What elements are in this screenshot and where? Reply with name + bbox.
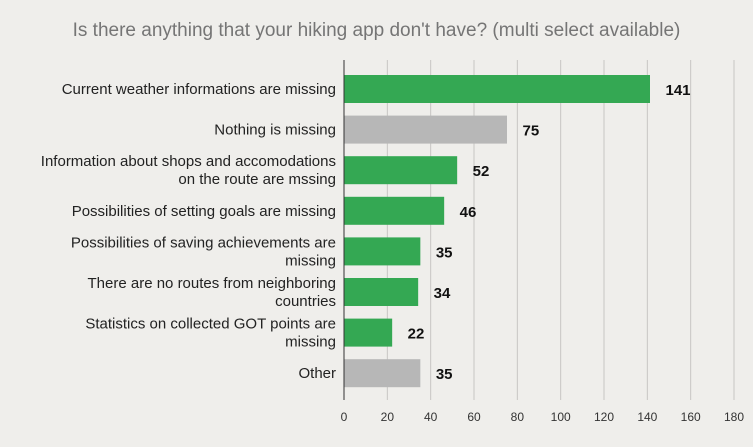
category-label: Nothing is missing	[214, 122, 336, 139]
x-tick-label: 60	[467, 410, 481, 424]
data-label: 35	[436, 244, 453, 261]
data-label: 46	[460, 204, 477, 221]
category-label-line: Possibilities of saving achievements are	[71, 234, 336, 251]
bar[interactable]	[345, 319, 393, 347]
data-label: 75	[523, 123, 540, 140]
category-label: Current weather informations are missing	[62, 81, 336, 98]
category-label-line: on the route are mssing	[178, 171, 336, 188]
category-label: There are no routes from neighboring coun…	[88, 275, 336, 310]
bar[interactable]	[345, 197, 445, 225]
category-label: Information about shops and accomodation…	[41, 153, 336, 188]
category-label-line: Statistics on collected GOT points are	[85, 316, 336, 333]
x-tick-label: 40	[424, 410, 438, 424]
category-label: Other	[298, 365, 336, 382]
category-label-line: Nothing is missing	[214, 122, 336, 139]
category-label-line: Other	[298, 365, 336, 382]
x-tick-label: 20	[381, 410, 395, 424]
bar[interactable]	[345, 156, 458, 184]
category-label: Possibilities of setting goals are missi…	[72, 203, 336, 220]
bar[interactable]	[345, 75, 651, 103]
gridlines	[387, 60, 734, 400]
x-tick-label: 140	[637, 410, 657, 424]
x-tick-label: 100	[551, 410, 571, 424]
category-label-line: missing	[285, 252, 336, 269]
bar[interactable]	[345, 237, 421, 265]
category-label-line: countries	[275, 293, 336, 310]
x-tick-label: 0	[341, 410, 348, 424]
bar[interactable]	[345, 116, 508, 144]
data-label: 22	[408, 326, 425, 343]
category-label-line: Current weather informations are missing	[62, 81, 336, 98]
category-label: Statistics on collected GOT points are mi…	[85, 316, 336, 351]
category-label-line: Possibilities of setting goals are missi…	[72, 203, 336, 220]
category-label-line: Information about shops and accomodation…	[41, 153, 336, 170]
data-label: 52	[473, 163, 490, 180]
data-label: 35	[436, 366, 453, 383]
x-tick-label: 120	[594, 410, 614, 424]
bar[interactable]	[345, 278, 419, 306]
x-tick-label: 180	[724, 410, 744, 424]
category-label-line: missing	[285, 334, 336, 351]
category-label: Possibilities of saving achievements are…	[71, 234, 336, 269]
x-tick-label: 160	[681, 410, 701, 424]
x-tick-label: 80	[511, 410, 525, 424]
category-label-line: There are no routes from neighboring	[88, 275, 336, 292]
data-label: 34	[434, 285, 451, 302]
data-label: 141	[666, 82, 691, 99]
bar[interactable]	[345, 359, 421, 387]
